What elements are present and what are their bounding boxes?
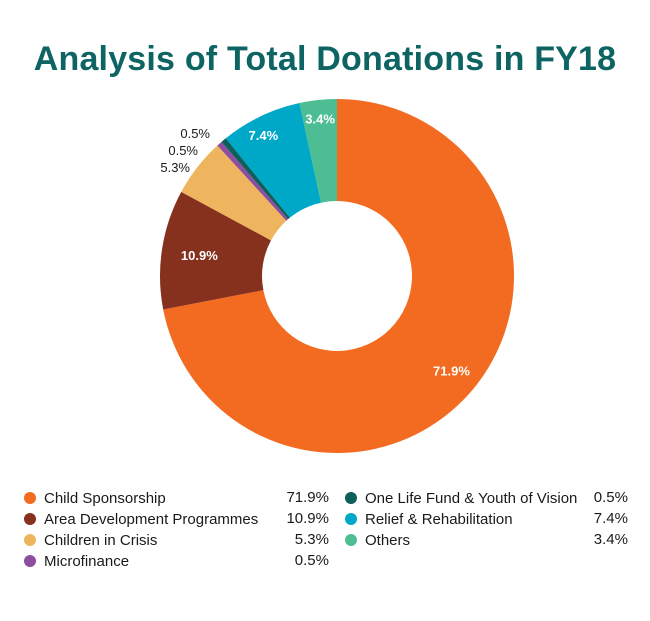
legend-value-microfinance: 0.5% — [294, 552, 329, 569]
legend-swatch — [24, 555, 36, 567]
legend-swatch — [345, 513, 357, 525]
slice-one-life-fund-youth-of-vision — [221, 138, 290, 220]
chart-title: Analysis of Total Donations in FY18 — [33, 40, 617, 78]
legend-item-child-sponsorship: Child Sponsorship — [24, 488, 166, 508]
legend-swatch — [345, 492, 357, 504]
slice-microfinance — [217, 141, 289, 221]
legend-value-child-sponsorship: 71.9% — [286, 489, 329, 506]
legend-value-one-life-fund-youth-of-vision: 0.5% — [593, 489, 628, 506]
legend-item-others: Others — [345, 530, 410, 550]
slice-area-development-programmes — [160, 191, 272, 310]
data-label-one-life-fund-youth-of-vision: 0.5% — [180, 126, 210, 141]
slice-others — [299, 99, 337, 203]
data-label-children-in-crisis: 5.3% — [160, 160, 190, 175]
donut-chart: 71.9% 10.9% 5.3% 0.5% 0.5% 7.4% 3.4% — [160, 99, 514, 454]
slice-children-in-crisis — [181, 145, 287, 241]
legend-swatch — [24, 534, 36, 546]
legend-value-relief-rehabilitation: 7.4% — [593, 510, 628, 527]
legend-label: Area Development Programmes — [44, 510, 259, 528]
data-label-area-development-programmes: 10.9% — [181, 248, 218, 263]
legend-item-one-life-fund-youth-of-vision: One Life Fund & Youth of Vision — [345, 488, 577, 508]
data-label-child-sponsorship: 71.9% — [433, 364, 470, 379]
legend-item-area-development-programmes: Area Development Programmes — [24, 509, 258, 529]
legend-label: Others — [365, 531, 411, 549]
slice-relief-rehabilitation — [225, 103, 322, 218]
legend-swatch — [24, 513, 36, 525]
legend-label: Relief & Rehabilitation — [365, 510, 513, 528]
legend-value-children-in-crisis: 5.3% — [294, 531, 329, 548]
legend-label: Microfinance — [44, 552, 130, 570]
legend-label: One Life Fund & Youth of Vision — [365, 489, 578, 507]
legend-item-relief-rehabilitation: Relief & Rehabilitation — [345, 509, 513, 529]
legend-value-others: 3.4% — [593, 531, 628, 548]
legend-swatch — [24, 492, 36, 504]
legend-item-microfinance: Microfinance — [24, 551, 129, 571]
data-label-others: 3.4% — [305, 111, 335, 126]
slice-child-sponsorship — [163, 99, 514, 454]
legend-item-children-in-crisis: Children in Crisis — [24, 530, 157, 550]
data-label-relief-rehabilitation: 7.4% — [249, 128, 279, 143]
legend-label: Child Sponsorship — [44, 489, 166, 507]
legend-swatch — [345, 534, 357, 546]
legend-label: Children in Crisis — [44, 531, 158, 549]
data-label-microfinance: 0.5% — [168, 143, 198, 158]
legend-value-area-development-programmes: 10.9% — [286, 510, 329, 527]
